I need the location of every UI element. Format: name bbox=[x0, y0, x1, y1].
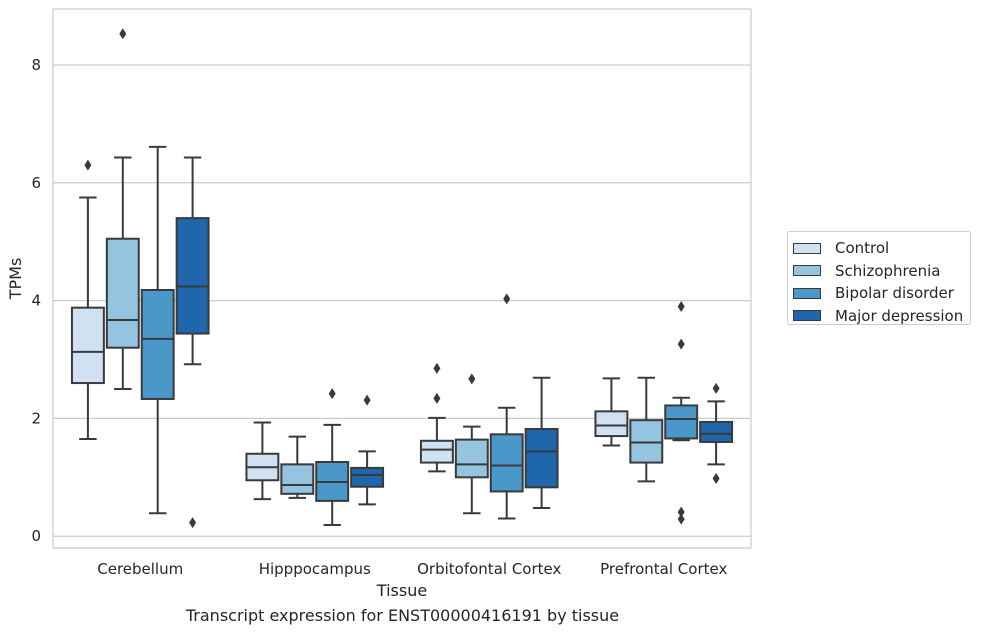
box-control bbox=[245, 421, 280, 501]
legend-label: Major depression bbox=[835, 306, 964, 325]
x-axis-ticks: Cerebellum Hipppocampus Orbitofontal Corte… bbox=[97, 560, 727, 578]
iqr-box bbox=[175, 217, 210, 335]
box-schizophrenia bbox=[280, 435, 315, 499]
iqr-box bbox=[664, 404, 699, 440]
box-schizophrenia bbox=[629, 376, 664, 483]
x-tick-label: Prefrontal Cortex bbox=[600, 560, 727, 578]
box-major-depression bbox=[175, 156, 210, 529]
iqr-box bbox=[105, 237, 140, 349]
iqr-box bbox=[594, 410, 629, 438]
box-bipolar-disorder bbox=[315, 388, 350, 527]
legend-item: Schizophrenia bbox=[793, 260, 970, 283]
x-axis-label: Tissue bbox=[376, 581, 427, 600]
box-major-depression bbox=[524, 376, 559, 509]
outlier-point bbox=[677, 300, 685, 312]
y-tick-label: 8 bbox=[31, 56, 41, 74]
x-tick-label: Cerebellum bbox=[97, 560, 183, 578]
outlier-point bbox=[677, 513, 685, 525]
outlier-point bbox=[503, 293, 511, 305]
box-control bbox=[70, 159, 105, 441]
legend-swatch bbox=[793, 265, 821, 277]
y-tick-label: 6 bbox=[31, 174, 41, 192]
outlier-point bbox=[712, 472, 720, 484]
box-plot-series bbox=[70, 28, 734, 529]
chart-caption: Transcript expression for ENST0000041619… bbox=[185, 606, 620, 625]
legend-swatch bbox=[793, 310, 821, 322]
plot-frame bbox=[52, 8, 752, 549]
x-tick-label: Orbitofontal Cortex bbox=[417, 560, 561, 578]
outlier-point bbox=[328, 388, 336, 400]
box-schizophrenia bbox=[105, 28, 140, 390]
outlier-point bbox=[677, 338, 685, 350]
box-bipolar-disorder bbox=[489, 293, 524, 520]
legend-label: Control bbox=[835, 239, 890, 258]
y-tick-label: 2 bbox=[31, 409, 41, 427]
legend-item: Control bbox=[793, 237, 970, 260]
outlier-point bbox=[363, 394, 371, 406]
legend-swatch bbox=[793, 287, 821, 299]
legend-swatch bbox=[793, 242, 821, 254]
outlier-point bbox=[119, 28, 127, 40]
iqr-box bbox=[280, 463, 315, 495]
legend-label: Schizophrenia bbox=[835, 261, 941, 280]
iqr-box bbox=[140, 288, 175, 400]
iqr-box bbox=[524, 428, 559, 489]
outlier-point bbox=[433, 392, 441, 404]
box-control bbox=[594, 377, 629, 447]
iqr-box bbox=[629, 419, 664, 464]
iqr-box bbox=[699, 420, 734, 443]
iqr-box bbox=[489, 433, 524, 493]
iqr-box bbox=[454, 438, 489, 479]
outlier-point bbox=[677, 506, 685, 518]
box-bipolar-disorder bbox=[140, 145, 175, 515]
y-tick-label: 0 bbox=[31, 527, 41, 545]
iqr-box bbox=[419, 439, 454, 464]
box-major-depression bbox=[350, 394, 385, 506]
box-schizophrenia bbox=[454, 373, 489, 515]
box-major-depression bbox=[699, 382, 734, 484]
legend: Control Schizophrenia Bipolar disorder Majo… bbox=[787, 231, 971, 325]
legend-item: Bipolar disorder bbox=[793, 282, 970, 305]
legend-item: Major depression bbox=[793, 305, 970, 328]
iqr-box bbox=[350, 466, 385, 488]
outlier-point bbox=[712, 382, 720, 394]
box-bipolar-disorder bbox=[664, 300, 699, 525]
outlier-point bbox=[468, 373, 476, 385]
outlier-point bbox=[189, 517, 197, 529]
legend-label: Bipolar disorder bbox=[835, 284, 954, 303]
outlier-point bbox=[433, 362, 441, 374]
x-tick-label: Hipppocampus bbox=[259, 560, 371, 578]
y-axis-ticks: 0 2 4 6 8 bbox=[31, 56, 41, 545]
iqr-box bbox=[70, 306, 105, 385]
box-control bbox=[419, 362, 454, 473]
y-tick-label: 4 bbox=[31, 292, 41, 310]
outlier-point bbox=[84, 159, 92, 171]
y-axis-label: TPMs bbox=[6, 258, 25, 301]
